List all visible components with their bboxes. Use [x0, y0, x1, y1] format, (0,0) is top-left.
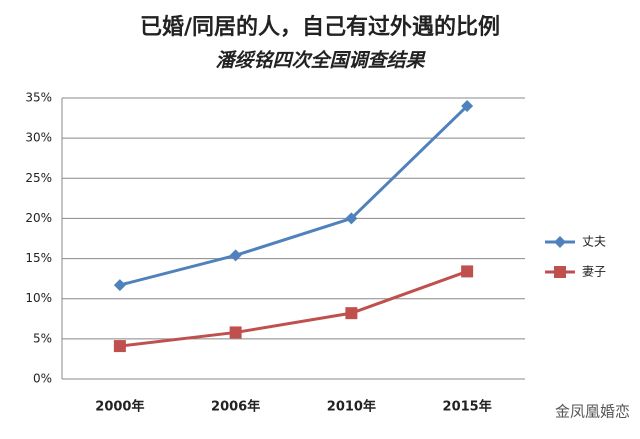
- y-tick-label: 25%: [25, 171, 52, 185]
- y-tick-label: 15%: [25, 251, 52, 265]
- data-point: [229, 326, 242, 339]
- legend-marker: [554, 236, 566, 248]
- x-tick-label: 2000年: [95, 399, 144, 415]
- y-tick-label: 30%: [25, 131, 52, 145]
- data-point: [461, 265, 474, 278]
- data-point: [345, 307, 358, 320]
- series-line: [119, 270, 468, 348]
- legend-label: 妻子: [582, 265, 606, 279]
- series-line: [119, 104, 469, 287]
- data-point: [345, 212, 358, 225]
- legend-marker: [554, 266, 566, 278]
- chart-subtitle: 潘绥铭四次全国调查结果: [215, 50, 426, 72]
- y-tick-label: 20%: [25, 211, 52, 225]
- x-tick-label: 2006年: [211, 399, 260, 415]
- data-point: [113, 279, 126, 292]
- data-point: [461, 100, 474, 113]
- x-tick-label: 2010年: [327, 399, 376, 415]
- watermark: 金凤凰婚恋: [555, 403, 630, 421]
- y-tick-label: 10%: [25, 291, 52, 305]
- legend-label: 丈夫: [582, 235, 606, 249]
- y-tick-label: 35%: [25, 91, 52, 105]
- data-point: [229, 249, 242, 262]
- data-point: [113, 340, 126, 353]
- chart-title: 已婚/同居的人，自己有过外遇的比例: [140, 14, 500, 40]
- y-tick-label: 5%: [33, 331, 52, 345]
- x-tick-label: 2015年: [443, 399, 492, 415]
- y-tick-label: 0%: [33, 372, 52, 386]
